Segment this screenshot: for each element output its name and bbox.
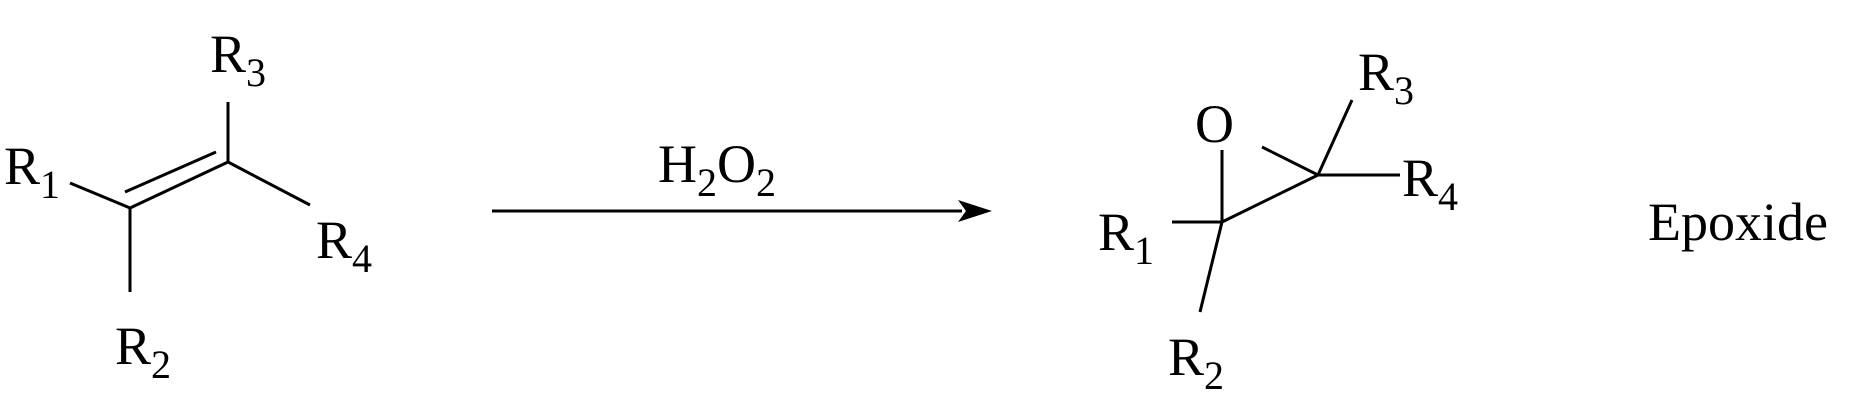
product-epoxide: O R1 R3 R4 R2 bbox=[1098, 42, 1458, 398]
product-r3-label: R3 bbox=[1358, 42, 1414, 113]
reactant-r3-label: R3 bbox=[210, 24, 266, 95]
double-bond-outer bbox=[129, 160, 229, 210]
reagent-label: H2O2 bbox=[658, 134, 776, 205]
product-r1-label: R1 bbox=[1098, 202, 1154, 273]
reactant-r1-label: R1 bbox=[4, 136, 60, 207]
ring-bond-c1-c2 bbox=[1221, 173, 1319, 224]
double-bond-inner bbox=[124, 150, 217, 194]
bond-c2-r4 bbox=[227, 160, 311, 207]
reaction-arrow: H2O2 bbox=[492, 134, 992, 222]
reactant-r2-label: R2 bbox=[115, 316, 171, 387]
product-name-label: Epoxide bbox=[1648, 192, 1828, 252]
reactant-r4-label: R4 bbox=[316, 210, 372, 281]
bond-r1-c1 bbox=[69, 181, 131, 210]
ring-bond-o-c2 bbox=[1261, 145, 1319, 177]
arrow-head bbox=[958, 200, 992, 222]
product-r2-label: R2 bbox=[1168, 327, 1224, 398]
bond-c2-r3 bbox=[1316, 99, 1354, 176]
product-r4-label: R4 bbox=[1402, 148, 1458, 219]
bond-c1-r2 bbox=[1198, 221, 1224, 313]
reactant-alkene: R1 R3 R4 R2 bbox=[4, 24, 372, 387]
product-oxygen-label: O bbox=[1195, 94, 1234, 154]
